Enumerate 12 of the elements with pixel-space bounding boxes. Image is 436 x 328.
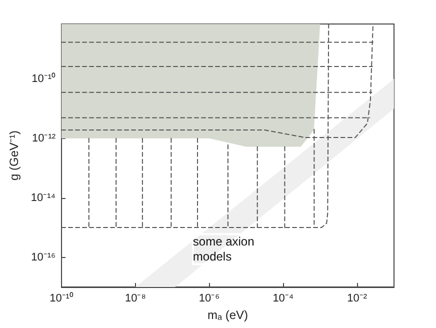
x-tick-label: 10⁻⁴ bbox=[272, 292, 294, 304]
x-axis-title: mₐ (eV) bbox=[208, 308, 248, 322]
y-tick-label: 10⁻¹² bbox=[32, 132, 56, 144]
y-tick-label: 10⁻¹⁶ bbox=[31, 251, 56, 264]
annotation: some axion models bbox=[192, 234, 254, 264]
y-axis-title: g (GeV⁻¹) bbox=[7, 130, 21, 181]
y-tick-label: 10⁻¹⁰ bbox=[32, 72, 56, 85]
x-tick-label: 10⁻¹⁰ bbox=[50, 292, 74, 304]
x-tick-label: 10⁻⁶ bbox=[198, 292, 220, 304]
y-tick-label: 10⁻¹⁴ bbox=[30, 192, 56, 204]
x-tick-label: 10⁻⁸ bbox=[124, 292, 146, 304]
x-tick-label: 10⁻² bbox=[347, 292, 368, 304]
